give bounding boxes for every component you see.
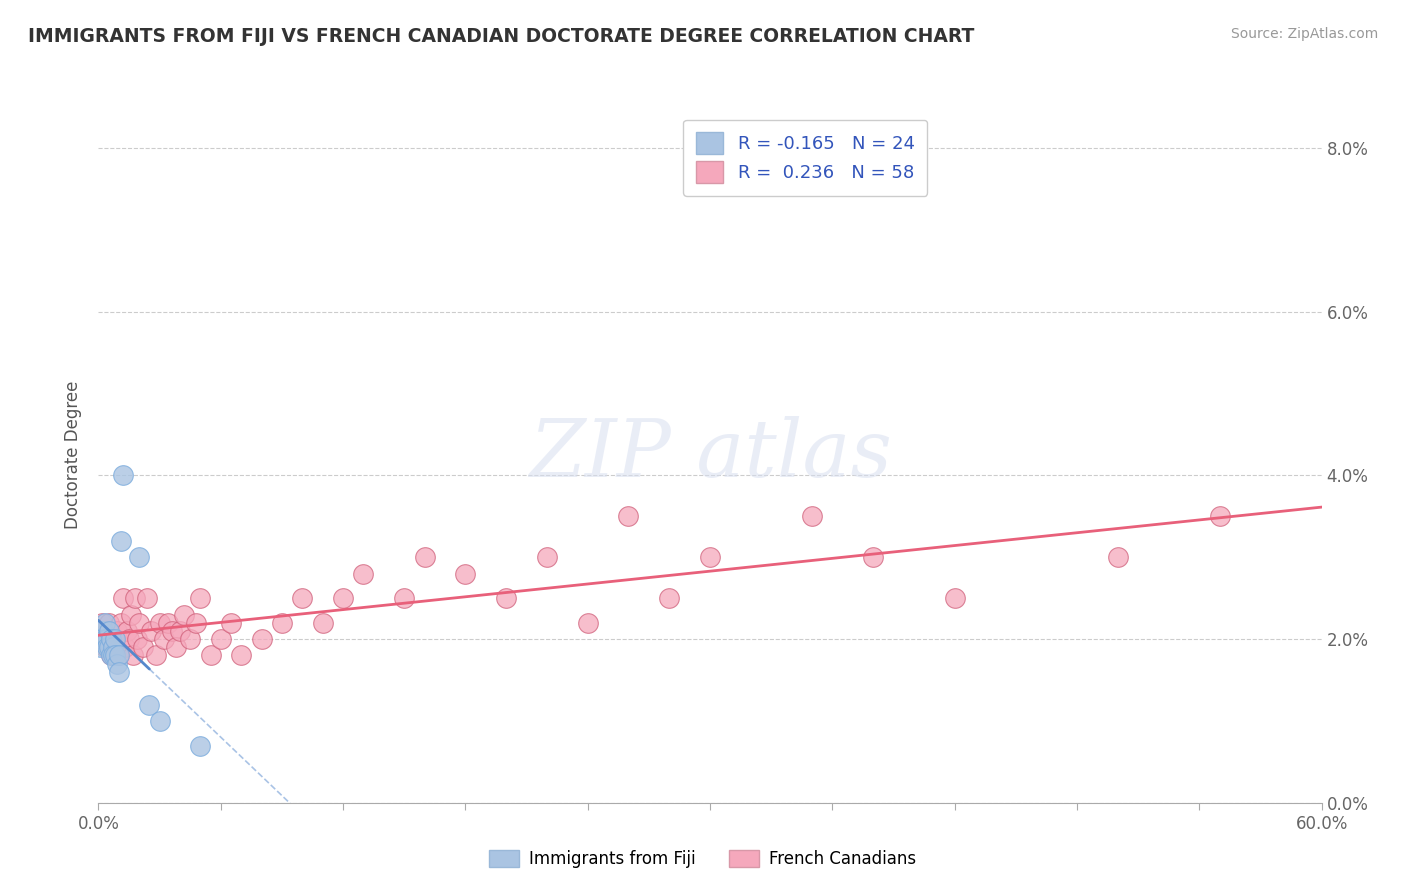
Point bbox=[186, 615, 208, 630]
Point bbox=[91, 624, 114, 638]
Point bbox=[576, 615, 599, 630]
Point bbox=[105, 624, 128, 638]
Point bbox=[122, 648, 145, 663]
Point bbox=[101, 648, 124, 663]
Point bbox=[127, 632, 149, 646]
Text: IMMIGRANTS FROM FIJI VS FRENCH CANADIAN DOCTORATE DEGREE CORRELATION CHART: IMMIGRANTS FROM FIJI VS FRENCH CANADIAN … bbox=[28, 27, 974, 45]
Point bbox=[136, 591, 159, 606]
Point bbox=[101, 640, 124, 655]
Point bbox=[1107, 550, 1129, 565]
Point bbox=[110, 615, 132, 630]
Point bbox=[173, 607, 195, 622]
Legend: Immigrants from Fiji, French Canadians: Immigrants from Fiji, French Canadians bbox=[482, 843, 924, 875]
Point bbox=[149, 714, 172, 728]
Point bbox=[132, 640, 155, 655]
Point bbox=[115, 624, 138, 638]
Point bbox=[111, 468, 134, 483]
Point bbox=[97, 624, 120, 638]
Point bbox=[200, 648, 222, 663]
Point bbox=[165, 640, 187, 655]
Text: ZIP atlas: ZIP atlas bbox=[529, 417, 891, 493]
Point bbox=[943, 591, 966, 606]
Point bbox=[96, 632, 118, 646]
Point bbox=[617, 509, 640, 524]
Point bbox=[149, 615, 172, 630]
Point bbox=[188, 591, 212, 606]
Point bbox=[169, 624, 191, 638]
Point bbox=[110, 533, 132, 548]
Point bbox=[699, 550, 721, 565]
Point bbox=[91, 632, 114, 646]
Point bbox=[118, 632, 141, 646]
Point bbox=[862, 550, 884, 565]
Point bbox=[801, 509, 824, 524]
Point bbox=[312, 615, 335, 630]
Point bbox=[97, 615, 120, 630]
Point bbox=[101, 632, 124, 646]
Point bbox=[179, 632, 201, 646]
Point bbox=[128, 615, 150, 630]
Point bbox=[104, 632, 127, 646]
Point bbox=[156, 615, 179, 630]
Point bbox=[111, 591, 134, 606]
Point bbox=[536, 550, 558, 565]
Point bbox=[219, 615, 242, 630]
Point bbox=[128, 550, 150, 565]
Point bbox=[270, 615, 294, 630]
Point bbox=[97, 640, 120, 655]
Point bbox=[658, 591, 681, 606]
Point bbox=[100, 632, 122, 646]
Point bbox=[145, 648, 167, 663]
Point bbox=[108, 648, 131, 663]
Point bbox=[96, 624, 118, 638]
Point bbox=[1209, 509, 1232, 524]
Point bbox=[250, 632, 273, 646]
Point bbox=[231, 648, 253, 663]
Point bbox=[141, 624, 163, 638]
Point bbox=[100, 648, 122, 663]
Legend: R = -0.165   N = 24, R =  0.236   N = 58: R = -0.165 N = 24, R = 0.236 N = 58 bbox=[683, 120, 928, 196]
Point bbox=[104, 640, 127, 655]
Point bbox=[454, 566, 477, 581]
Point bbox=[495, 591, 517, 606]
Y-axis label: Doctorate Degree: Doctorate Degree bbox=[65, 381, 83, 529]
Point bbox=[93, 632, 115, 646]
Point bbox=[188, 739, 212, 753]
Point bbox=[108, 648, 131, 663]
Point bbox=[209, 632, 232, 646]
Point bbox=[93, 615, 115, 630]
Point bbox=[413, 550, 436, 565]
Point bbox=[104, 648, 127, 663]
Point bbox=[89, 632, 111, 646]
Point bbox=[352, 566, 374, 581]
Point bbox=[160, 624, 183, 638]
Point bbox=[124, 591, 146, 606]
Point bbox=[91, 615, 114, 630]
Point bbox=[108, 665, 131, 679]
Point bbox=[96, 640, 118, 655]
Point bbox=[89, 640, 111, 655]
Point bbox=[291, 591, 314, 606]
Point bbox=[332, 591, 354, 606]
Point bbox=[392, 591, 416, 606]
Point bbox=[114, 640, 136, 655]
Point bbox=[93, 640, 115, 655]
Point bbox=[138, 698, 160, 712]
Point bbox=[120, 607, 142, 622]
Text: Source: ZipAtlas.com: Source: ZipAtlas.com bbox=[1230, 27, 1378, 41]
Point bbox=[105, 657, 128, 671]
Point bbox=[152, 632, 174, 646]
Point bbox=[100, 648, 122, 663]
